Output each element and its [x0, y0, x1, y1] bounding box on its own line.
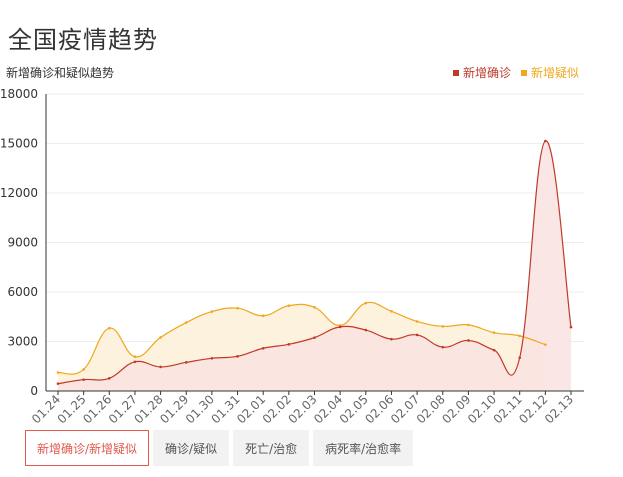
point-suspected	[210, 310, 214, 313]
point-suspected	[441, 325, 445, 328]
point-suspected	[133, 355, 137, 359]
tab-death-cured[interactable]: 死亡/治愈	[233, 430, 310, 466]
point-confirmed	[236, 355, 239, 358]
point-suspected	[390, 309, 393, 313]
y-tick-label: 9000	[7, 236, 38, 250]
y-tick-label: 12000	[0, 186, 38, 200]
point-confirmed	[56, 382, 60, 385]
chart-tabs: 新增确诊/新增疑似 确诊/疑似 死亡/治愈 病死率/治愈率	[25, 430, 414, 466]
point-confirmed	[108, 377, 111, 380]
point-suspected	[492, 331, 496, 334]
page-title: 全国疫情趋势	[8, 26, 158, 54]
trend-chart: 030006000900012000150001800001.2401.2501…	[0, 87, 584, 426]
point-confirmed	[518, 356, 521, 360]
point-suspected	[467, 323, 470, 327]
point-suspected	[518, 334, 521, 338]
point-confirmed	[390, 337, 393, 341]
point-suspected	[236, 306, 239, 310]
line-confirmed	[57, 140, 572, 385]
point-suspected	[544, 343, 547, 346]
point-confirmed	[415, 333, 419, 337]
legend-item-suspected[interactable]: 新增疑似	[520, 64, 579, 81]
point-suspected	[313, 306, 316, 309]
point-suspected	[82, 368, 85, 371]
y-tick-label: 0	[30, 384, 38, 398]
y-tick-label: 6000	[7, 285, 38, 299]
tab-death-rate-cure-rate[interactable]: 病死率/治愈率	[313, 430, 414, 466]
line-suspected	[57, 301, 546, 375]
x-tick-label: 02.13	[542, 392, 576, 426]
point-suspected	[364, 301, 368, 305]
point-suspected	[415, 320, 419, 323]
point-suspected	[287, 304, 291, 307]
point-suspected	[159, 336, 162, 339]
point-confirmed	[364, 328, 368, 332]
point-confirmed	[261, 346, 265, 350]
point-confirmed	[492, 348, 496, 352]
point-confirmed	[544, 139, 547, 143]
legend-label-suspected: 新增疑似	[530, 66, 579, 80]
legend-label-confirmed: 新增确诊	[462, 66, 511, 80]
point-suspected	[56, 371, 60, 374]
legend-swatch-confirmed	[452, 69, 459, 76]
point-confirmed	[184, 361, 188, 364]
chart-title: 新增确诊和疑似趋势	[6, 66, 115, 80]
point-suspected	[184, 321, 188, 324]
point-confirmed	[159, 365, 162, 369]
point-confirmed	[338, 325, 342, 329]
tab-new-confirmed-suspected[interactable]: 新增确诊/新增疑似	[25, 430, 150, 466]
point-suspected	[108, 326, 111, 330]
point-confirmed	[313, 336, 316, 339]
point-confirmed	[467, 339, 470, 342]
point-confirmed	[210, 356, 214, 360]
legend-item-confirmed[interactable]: 新增确诊	[452, 64, 511, 81]
y-tick-label: 3000	[7, 335, 38, 349]
chart-legend: 新增确诊 新增疑似	[452, 64, 579, 81]
point-confirmed	[287, 343, 291, 346]
tab-confirmed-suspected[interactable]: 确诊/疑似	[153, 430, 230, 466]
area-confirmed	[58, 140, 571, 391]
point-confirmed	[441, 345, 445, 349]
point-confirmed	[569, 325, 573, 329]
point-suspected	[261, 314, 265, 318]
y-tick-label: 15000	[0, 137, 38, 151]
point-confirmed	[133, 360, 137, 364]
y-tick-label: 18000	[0, 87, 38, 101]
legend-swatch-suspected	[520, 69, 527, 76]
point-confirmed	[82, 378, 85, 381]
